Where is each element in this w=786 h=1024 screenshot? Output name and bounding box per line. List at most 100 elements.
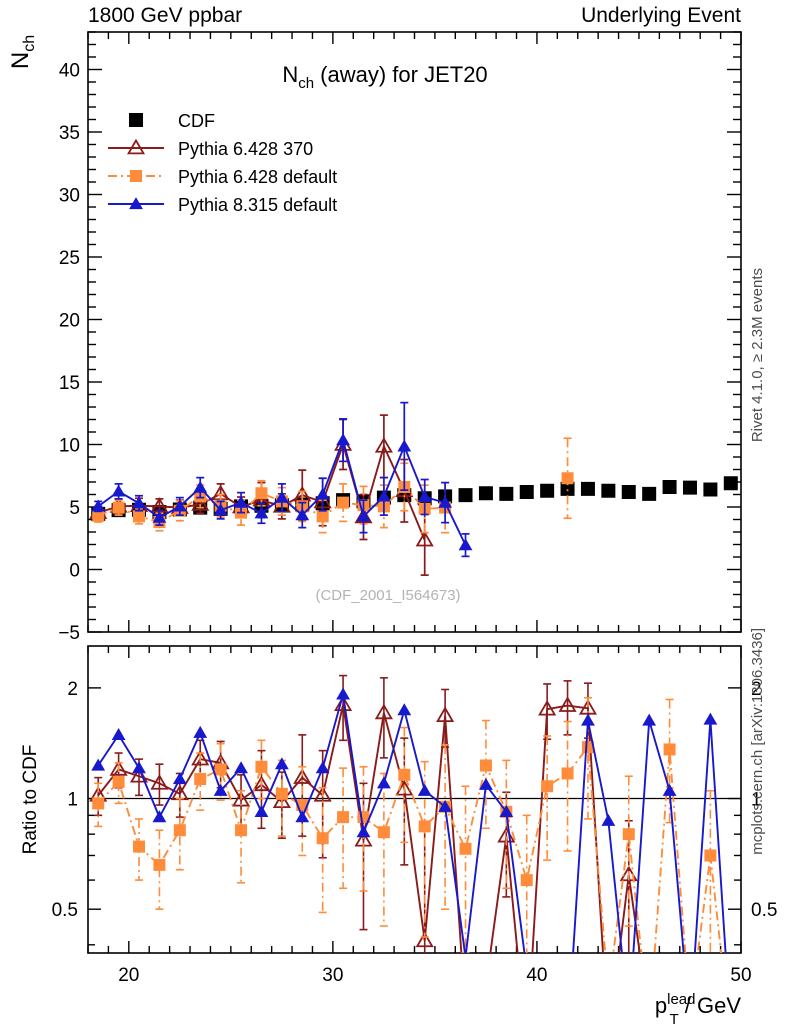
data-point bbox=[191, 495, 210, 511]
data-point bbox=[336, 433, 350, 446]
ratio-data-point bbox=[334, 695, 353, 712]
header-row: 1800 GeV ppbar Underlying Event bbox=[88, 4, 741, 27]
data-point bbox=[356, 509, 371, 522]
data-point bbox=[519, 485, 534, 499]
ratio-series-pythia-8-315-default bbox=[91, 687, 727, 953]
ratio-data-point bbox=[377, 826, 390, 839]
data-point bbox=[415, 530, 434, 547]
side-label-mcplots: mcplots.cern.ch [arXiv:1306.3436] bbox=[749, 628, 766, 855]
ratio-data-point bbox=[398, 768, 411, 781]
data-point bbox=[255, 487, 268, 500]
ratio-data-point bbox=[191, 749, 210, 766]
ratio-data-point bbox=[479, 759, 492, 772]
ratio-data-point bbox=[252, 775, 271, 792]
data-point bbox=[213, 503, 228, 516]
ratio-data-point bbox=[642, 713, 657, 726]
data-point bbox=[560, 481, 575, 496]
data-point bbox=[682, 480, 697, 495]
data-point bbox=[499, 486, 514, 501]
axis-tick-labels: −5 0 5 10 15 20 25 30 35 40 20 30 40 50 0.5 0.5 1 1 2 2 bbox=[52, 61, 778, 987]
data-point bbox=[540, 483, 555, 498]
ratio-data-point bbox=[397, 703, 412, 716]
data-point bbox=[561, 472, 574, 485]
ratio-data-point bbox=[356, 825, 371, 838]
ratio-data-point bbox=[254, 804, 269, 817]
ratio-data-point bbox=[132, 761, 146, 774]
x-tick-label: 20 bbox=[118, 965, 139, 986]
data-point bbox=[703, 482, 718, 497]
x-tick-label: 40 bbox=[526, 965, 547, 986]
legend-marker bbox=[126, 138, 146, 155]
legend-marker bbox=[129, 113, 143, 127]
ratio-data-point bbox=[601, 813, 616, 826]
ratio-series-line bbox=[97, 744, 723, 953]
ratio-data-point bbox=[316, 832, 329, 845]
y-tick-label: 20 bbox=[59, 311, 80, 332]
ratio-data-point bbox=[438, 799, 453, 812]
ratio-data-point bbox=[214, 763, 227, 776]
data-point bbox=[376, 489, 391, 502]
data-point bbox=[315, 487, 330, 500]
ratio-data-point bbox=[213, 783, 228, 796]
ratio-data-point bbox=[704, 849, 717, 862]
legend-entry[interactable]: CDF bbox=[129, 111, 215, 131]
legend-entry[interactable]: Pythia 6.428 default bbox=[108, 167, 337, 187]
data-point bbox=[580, 481, 595, 496]
legend-entry[interactable]: Pythia 8.315 default bbox=[108, 195, 337, 215]
ratio-series-line bbox=[97, 704, 641, 953]
data-point bbox=[621, 485, 636, 499]
ratio-data-point bbox=[662, 783, 677, 796]
ratio-data-point bbox=[133, 840, 146, 853]
ratio-data-point bbox=[663, 743, 676, 756]
ratio-data-point bbox=[499, 804, 514, 817]
y-tick-label: 25 bbox=[59, 248, 80, 269]
main-panel-data bbox=[89, 401, 738, 576]
data-point bbox=[111, 484, 126, 497]
ratio-data-point bbox=[463, 950, 468, 953]
ratio-data-point bbox=[109, 760, 128, 776]
ratio-data-point bbox=[194, 773, 207, 786]
data-point bbox=[172, 499, 187, 512]
ratio-data-point bbox=[173, 824, 186, 837]
ratio-y-tick-label-right: 0.5 bbox=[751, 900, 777, 921]
y-tick-label: 10 bbox=[59, 436, 80, 457]
data-point bbox=[458, 488, 473, 503]
legend-entry[interactable]: Pythia 6.428 370 bbox=[108, 138, 313, 159]
ratio-data-point bbox=[274, 757, 289, 770]
ratio-data-point bbox=[172, 772, 187, 785]
ratio-y-tick-label: 0.5 bbox=[52, 900, 78, 921]
data-point bbox=[92, 509, 105, 522]
ratio-data-point bbox=[622, 828, 635, 841]
ratio-data-point bbox=[520, 874, 533, 887]
data-point bbox=[112, 501, 125, 514]
ratio-data-point bbox=[235, 824, 248, 837]
header-right: Underlying Event bbox=[581, 4, 741, 27]
data-point bbox=[478, 486, 493, 501]
data-point bbox=[458, 538, 473, 551]
ratio-axis-label: Ratio to CDF bbox=[20, 745, 41, 855]
data-point bbox=[295, 508, 310, 521]
ratio-data-point bbox=[581, 741, 594, 754]
ratio-data-point bbox=[295, 810, 310, 823]
ratio-data-point bbox=[234, 761, 248, 774]
ratio-series-pythia-6-428-370 bbox=[89, 674, 641, 953]
legend-label: CDF bbox=[178, 111, 215, 131]
axis-ticks bbox=[87, 31, 742, 953]
data-point bbox=[152, 510, 167, 523]
y-tick-label: 35 bbox=[59, 123, 80, 144]
data-point bbox=[193, 480, 208, 493]
legend: CDF Pythia 6.428 370 Pythia 6.428 default P… bbox=[108, 111, 337, 215]
legend-marker bbox=[129, 197, 143, 210]
side-labels: Rivet 4.1.0, ≥ 2.3M events mcplots.cern.c… bbox=[749, 268, 766, 855]
ratio-data-point bbox=[558, 696, 577, 712]
plot-title: Nch (away) for JET20 bbox=[282, 62, 487, 92]
ratio-data-point bbox=[415, 931, 434, 948]
data-point bbox=[316, 510, 329, 523]
y-tick-label: 15 bbox=[59, 373, 80, 394]
ratio-data-point bbox=[111, 727, 126, 740]
data-point bbox=[417, 490, 432, 503]
watermark-analysis-id: (CDF_2001_I564673) bbox=[315, 587, 460, 604]
ratio-y-tick-label-right: 1 bbox=[751, 790, 762, 811]
ratio-data-point bbox=[92, 797, 105, 810]
